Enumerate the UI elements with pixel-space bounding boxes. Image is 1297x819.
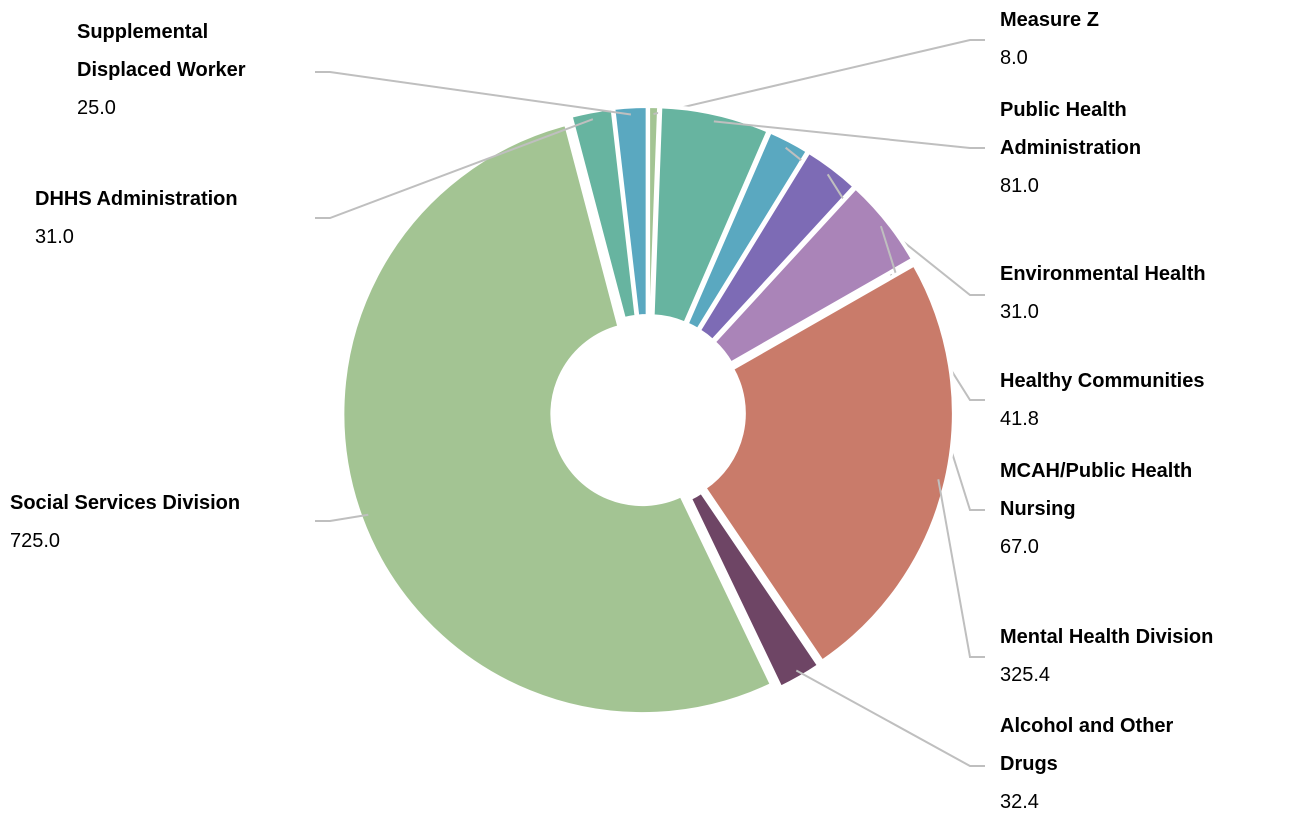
label-value: 31.0 (1000, 301, 1039, 323)
donut-slice (340, 121, 774, 717)
leader-line (315, 71, 632, 116)
label-name: DHHS Administration (35, 188, 238, 210)
label-name: Alcohol and Other Drugs (1000, 715, 1174, 775)
label-name: Mental Health Division (1000, 626, 1214, 648)
label-name: Supplemental Displaced Worker (77, 21, 246, 81)
data-label: Supplemental Displaced Worker 25.0 (77, 13, 307, 127)
label-value: 41.8 (1000, 408, 1039, 430)
leader-line (795, 669, 985, 767)
donut-slice (611, 104, 650, 319)
data-label: Mental Health Division 325.4 (1000, 618, 1290, 694)
leader-line (315, 513, 369, 522)
label-value: 81.0 (1000, 175, 1039, 197)
data-label: MCAH/Public Health Nursing 67.0 (1000, 452, 1260, 566)
label-value: 25.0 (77, 97, 116, 119)
label-value: 67.0 (1000, 536, 1039, 558)
donut-slice (702, 262, 956, 664)
leader-line (713, 120, 985, 149)
label-name: Social Services Division (10, 492, 241, 514)
label-value: 325.4 (1000, 664, 1051, 686)
label-value: 725.0 (10, 530, 61, 552)
label-name: Environmental Health (1000, 263, 1206, 285)
data-label: Alcohol and Other Drugs 32.4 (1000, 707, 1230, 819)
leader-line (315, 118, 594, 219)
leader-line (653, 39, 985, 116)
donut-slice (687, 489, 822, 690)
data-label: Environmental Health 31.0 (1000, 255, 1290, 331)
label-name: MCAH/Public Health Nursing (1000, 460, 1193, 520)
donut-slice (711, 185, 916, 366)
label-value: 31.0 (35, 226, 74, 248)
label-name: Public Health Administration (1000, 99, 1142, 159)
data-label: Measure Z 8.0 (1000, 1, 1290, 77)
data-label: Healthy Communities 41.8 (1000, 362, 1290, 438)
data-label: Social Services Division 725.0 (10, 484, 310, 560)
label-value: 32.4 (1000, 791, 1039, 813)
label-name: Measure Z (1000, 9, 1099, 31)
label-value: 8.0 (1000, 47, 1028, 69)
data-label: DHHS Administration 31.0 (35, 180, 335, 256)
label-name: Healthy Communities (1000, 370, 1205, 392)
leader-line (937, 479, 985, 658)
data-label: Public Health Administration 81.0 (1000, 91, 1200, 205)
